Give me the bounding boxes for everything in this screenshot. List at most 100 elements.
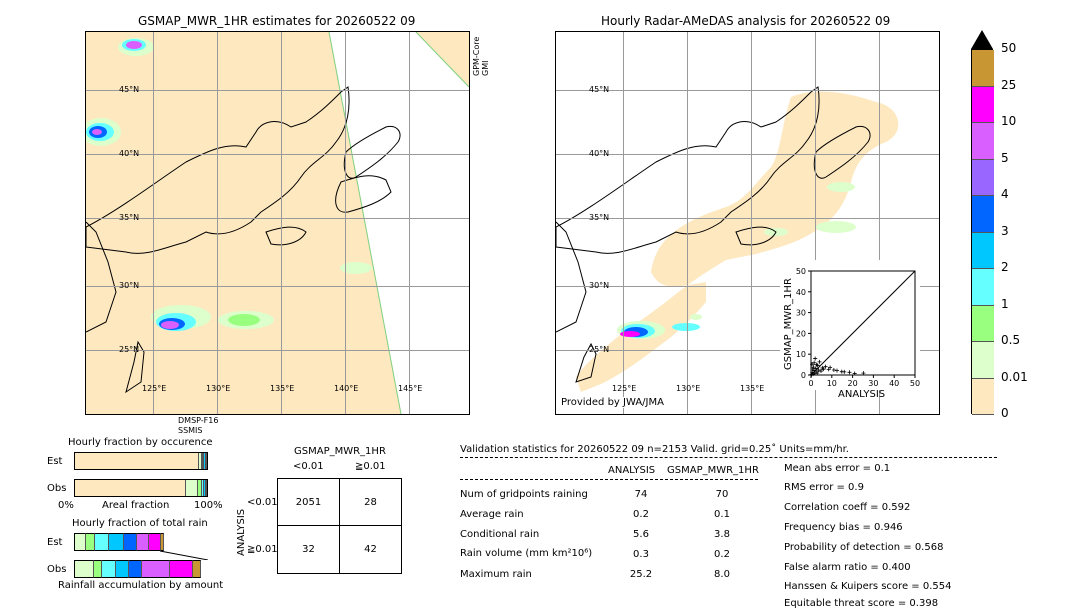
fraction-segment <box>197 480 202 496</box>
lat-label: 25°N <box>119 345 140 354</box>
scatter-point <box>810 366 815 371</box>
scatter-point <box>812 360 817 365</box>
credit-text: Provided by JWA/JMA <box>561 397 664 408</box>
scatter-point <box>811 372 816 377</box>
scatter-x-tick-label: 10 <box>827 379 837 388</box>
validation-col-gsmap: GSMAP_MWR_1HR <box>667 465 759 476</box>
fraction-segment <box>128 560 143 578</box>
scatter-y-tick-label: 20 <box>796 329 806 338</box>
scatter-point <box>835 368 839 373</box>
colorbar-segment <box>972 305 994 342</box>
scatter-point <box>810 362 815 367</box>
scatter-y-tick-label: 40 <box>796 288 806 297</box>
fraction-segment <box>136 533 149 551</box>
lon-label: 130°E <box>676 384 701 393</box>
contingency-row-header: ≧0.01 <box>247 544 278 555</box>
fraction-segment <box>75 480 186 496</box>
colorbar-tick-label: 1 <box>1001 296 1009 311</box>
colorbar-segment <box>972 159 994 196</box>
contingency-cell: 2051 <box>277 478 340 526</box>
validation-row-label: Rain volume (mm km²10⁶) <box>460 548 593 559</box>
contingency-col-header: ≧0.01 <box>355 461 386 472</box>
scatter-point <box>861 371 866 376</box>
rain-est-bar <box>74 533 208 551</box>
score-line: Hanssen & Kuipers score = 0.554 <box>784 581 952 592</box>
validation-row-gsmap: 8.0 <box>714 569 730 580</box>
scatter-point <box>814 362 819 367</box>
fraction-segment <box>201 453 204 469</box>
rain-connector-lines <box>159 551 208 560</box>
scatter-point <box>847 370 852 375</box>
colorbar-tick-label: 10 <box>1001 114 1017 128</box>
score-line: Correlation coeff = 0.592 <box>784 502 911 513</box>
fraction-segment <box>205 480 207 496</box>
fraction-segment <box>205 453 207 469</box>
colorbar-segment <box>972 50 994 87</box>
scatter-y-tick-label: 10 <box>796 350 806 359</box>
scatter-point <box>828 365 833 370</box>
scatter-point <box>815 371 820 376</box>
colorbar <box>971 30 994 415</box>
scatter-point <box>823 364 828 369</box>
colorbar-segment <box>972 378 994 415</box>
lon-label: 125°E <box>612 384 637 393</box>
scatter-point <box>816 368 821 373</box>
lat-label: 45°N <box>589 85 610 94</box>
validation-row-analysis: 0.2 <box>633 509 649 520</box>
fraction-segment <box>102 560 116 578</box>
lat-label: 35°N <box>119 213 140 222</box>
colorbar-tick-label: 4 <box>1001 187 1009 201</box>
lat-label: 35°N <box>589 213 610 222</box>
rain-title: Hourly fraction of total rain <box>72 518 208 529</box>
contingency-row-axis: ANALYSIS <box>236 508 247 556</box>
colorbar-segment <box>972 86 994 123</box>
colorbar-segment <box>972 342 994 379</box>
lon-label: 125°E <box>142 384 167 393</box>
scatter-x-label: ANALYSIS <box>838 389 886 400</box>
right-map-rain-field <box>556 86 899 393</box>
score-line: Mean abs error = 0.1 <box>784 463 891 474</box>
lat-label: 45°N <box>119 85 140 94</box>
colorbar-tick-label: 0.01 <box>1001 369 1028 384</box>
score-line: Equitable threat score = 0.398 <box>784 598 939 609</box>
contingency-cell: 28 <box>339 478 402 526</box>
scatter-x-tick-label: 20 <box>848 379 858 388</box>
fraction-segment <box>108 533 124 551</box>
right-map: 45°N 40°N 35°N 30°N 25°N 125°E 130°E 135… <box>555 31 940 415</box>
validation-row-gsmap: 70 <box>715 489 729 500</box>
contingency-cell: 32 <box>277 525 340 574</box>
fraction-segment <box>94 560 103 578</box>
scatter-y-label: GSMAP_MWR_1HR <box>783 278 794 370</box>
scatter-inset: 0 10 20 30 40 50 0 10 20 30 40 50 <box>780 260 920 390</box>
fraction-segment <box>86 533 96 551</box>
scatter-x-tick-label: 30 <box>868 379 878 388</box>
score-line: RMS error = 0.9 <box>784 482 864 493</box>
validation-row-label: Average rain <box>460 509 524 520</box>
lon-label: 140°E <box>334 384 359 393</box>
fraction-segment <box>115 560 129 578</box>
scatter-diagonal <box>810 270 916 376</box>
validation-row-analysis: 74 <box>634 489 648 500</box>
scatter-x-tick-label: 0 <box>808 379 813 388</box>
rain-obs-bar <box>74 560 208 578</box>
rain-est-label: Est <box>47 537 63 548</box>
scatter-point <box>842 369 847 374</box>
scatter-point <box>831 368 836 373</box>
right-map-title: Hourly Radar-AMeDAS analysis for 2026052… <box>601 14 891 28</box>
scatter-x-tick-label: 50 <box>910 379 920 388</box>
fraction-segment <box>95 533 109 551</box>
left-map-title: GSMAP_MWR_1HR estimates for 20260522 09 <box>138 14 416 28</box>
occ-title: Hourly fraction by occurence <box>68 437 213 448</box>
colorbar-tick-label: 25 <box>1001 77 1017 92</box>
colorbar-segment <box>972 269 994 306</box>
colorbar-tick-label: 3 <box>1001 223 1009 238</box>
scatter-point <box>813 366 818 371</box>
colorbar-tick-label: 50 <box>1001 41 1017 55</box>
lat-label: 40°N <box>119 149 140 158</box>
score-line: Frequency bias = 0.946 <box>784 522 903 533</box>
validation-col-divider <box>460 479 758 480</box>
score-line: Probability of detection = 0.568 <box>784 542 944 553</box>
validation-row-gsmap: 0.1 <box>714 509 730 520</box>
left-map-rain-field <box>86 32 469 414</box>
occ-obs-bar <box>74 479 208 497</box>
